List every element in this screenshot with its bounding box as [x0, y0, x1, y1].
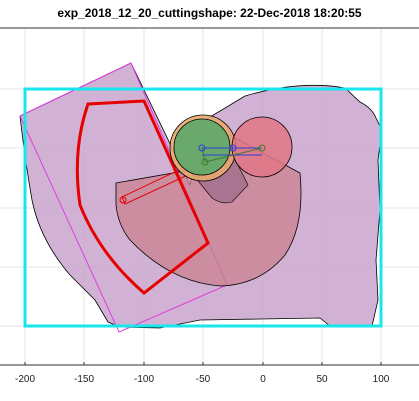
boundary-rectangle [23, 87, 383, 328]
cut-sector [75, 99, 210, 295]
red-circle [231, 116, 293, 178]
x-axis: -200 -150 -100 -50 0 50 100 [15, 362, 390, 385]
pivot-marker [201, 158, 209, 166]
x-tick-label: 0 [260, 374, 266, 385]
pivot-marker [229, 144, 237, 152]
x-tick-label: -50 [196, 374, 211, 385]
x-tick-label: 50 [316, 374, 328, 385]
tool-tip-marker [119, 196, 127, 204]
plot-title: exp_2018_12_20_cuttingshape: 22-Dec-2018… [57, 6, 362, 20]
x-tick-label: -200 [15, 374, 35, 385]
linkage [198, 144, 266, 166]
x-tick-label: -150 [74, 374, 94, 385]
pivot-marker [198, 144, 206, 152]
x-tick-label: 100 [373, 374, 390, 385]
pivot-marker [258, 144, 266, 152]
linkage-bar [204, 147, 263, 163]
linkage-bar [201, 147, 206, 163]
green-circle [173, 118, 231, 176]
x-tick-label: -100 [134, 374, 154, 385]
